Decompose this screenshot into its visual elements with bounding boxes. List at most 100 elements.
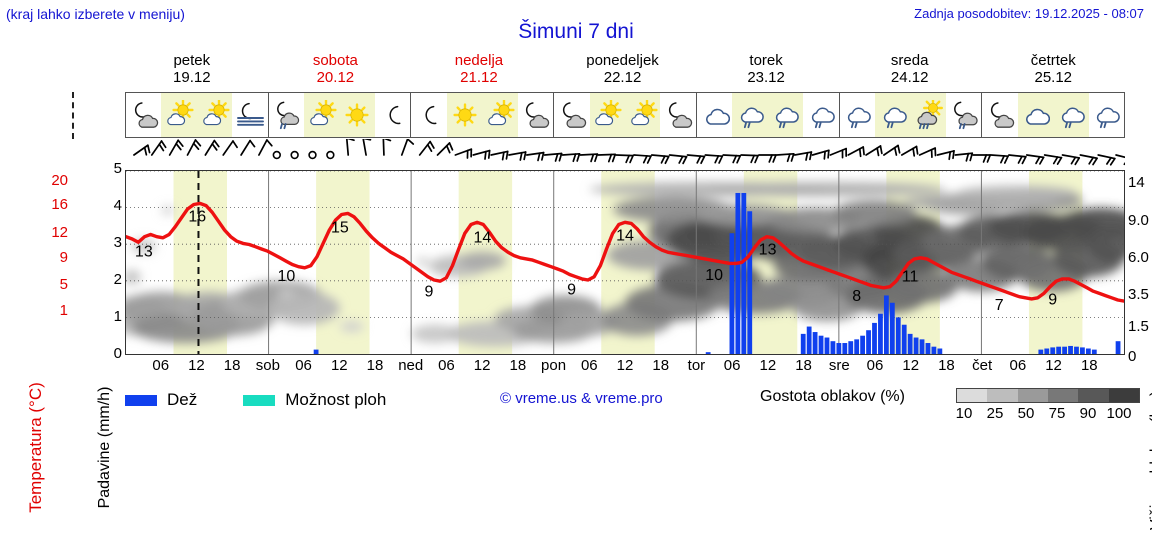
sun-cloud-icon-glyph xyxy=(200,100,230,130)
moon-cloud-icon-glyph xyxy=(985,100,1015,130)
moon-cloud-icon xyxy=(126,93,161,137)
cloud-rain-icon xyxy=(732,93,767,137)
cloud-icon xyxy=(1018,93,1053,137)
cloud-icon-glyph xyxy=(1020,100,1050,130)
time-tick-label: 18 xyxy=(510,357,527,374)
cloud-rain-icon-glyph xyxy=(842,100,872,130)
temperature-tick: 5 xyxy=(60,276,68,293)
sun-icon xyxy=(340,93,375,137)
temperature-axis-title: Temperatura (°C) xyxy=(4,170,32,355)
rain-legend-swatch xyxy=(125,395,157,406)
sun-cloud-icon xyxy=(304,93,339,137)
time-tick-label: 12 xyxy=(188,357,205,374)
temperature-tick: 1 xyxy=(60,302,68,319)
precipitation-tick: 2 xyxy=(114,271,122,288)
cloud-rain-icon xyxy=(1053,93,1088,137)
current-time-marker xyxy=(72,92,74,139)
cloud-rain-icon xyxy=(803,93,838,137)
time-tick-label: 18 xyxy=(224,357,241,374)
time-tick-label: ned xyxy=(398,357,423,374)
sun-cloud-icon-glyph xyxy=(628,100,658,130)
cloud-density-step xyxy=(1078,389,1108,402)
cloud-rain-icon xyxy=(875,93,910,137)
temperature-value-label: 9 xyxy=(425,284,434,301)
cloud-icon-glyph xyxy=(700,100,730,130)
moon-icon xyxy=(411,93,446,137)
temperature-value-label: 11 xyxy=(902,268,919,285)
icon-day-group xyxy=(697,93,840,137)
temperature-tick: 16 xyxy=(51,196,68,213)
sun-cloud-icon xyxy=(590,93,625,137)
cloud-rain-icon xyxy=(1089,93,1124,137)
time-tick-label: 18 xyxy=(1081,357,1098,374)
day-name: ponedeljek xyxy=(551,52,695,69)
cloud-rain-icon xyxy=(840,93,875,137)
moon-cloud-icon-glyph xyxy=(129,100,159,130)
cloud-rain-icon-glyph xyxy=(1091,100,1121,130)
temperature-tick: 20 xyxy=(51,172,68,189)
moon-icon xyxy=(375,93,410,137)
moon-cloud-icon xyxy=(554,93,589,137)
cloud-icon xyxy=(697,93,732,137)
shower-legend-swatch xyxy=(243,395,275,406)
cloud-density-colorbar xyxy=(956,388,1140,403)
icon-day-group xyxy=(554,93,697,137)
rain-legend-label: Dež xyxy=(167,390,197,410)
moon-icon-glyph xyxy=(378,100,408,130)
sun-icon-glyph xyxy=(342,100,372,130)
shower-legend-label: Možnost ploh xyxy=(285,390,386,410)
moon-cloud-icon-glyph xyxy=(520,100,550,130)
sun-cloud-icon-glyph xyxy=(307,100,337,130)
day-date: 22.12 xyxy=(551,69,695,86)
sun-cloud-icon xyxy=(625,93,660,137)
temperature-value-label: 9 xyxy=(1048,292,1057,309)
sun-cloud-icon xyxy=(161,93,196,137)
cloud-density-legend-title: Gostota oblakov (%) xyxy=(760,388,905,406)
cloud-density-step xyxy=(957,389,987,402)
sun-cloud-icon-glyph xyxy=(592,100,622,130)
cloud-density-step-label: 100 xyxy=(1106,405,1131,422)
temperature-value-label: 8 xyxy=(852,288,861,305)
cloud-rain-icon xyxy=(768,93,803,137)
moon-cloud-rain-icon-glyph xyxy=(949,100,979,130)
day-date: 25.12 xyxy=(981,69,1125,86)
day-name: sreda xyxy=(838,52,982,69)
moon-fog-icon xyxy=(232,93,267,137)
precipitation-axis-title: Padavine (mm/h) xyxy=(76,170,102,355)
temperature-value-label: 13 xyxy=(759,242,777,259)
copyright-label: © vreme.us & vreme.pro xyxy=(500,390,663,407)
cloud-density-step xyxy=(1048,389,1078,402)
day-date: 23.12 xyxy=(694,69,838,86)
temperature-value-label: 14 xyxy=(474,230,492,247)
cloud-density-step-label: 10 xyxy=(956,405,973,422)
moon-cloud-drizzle-icon xyxy=(269,93,304,137)
moon-cloud-rain-icon xyxy=(946,93,981,137)
cloud-rain-icon-glyph xyxy=(735,100,765,130)
cloud-density-step-label: 25 xyxy=(987,405,1004,422)
time-tick-label: 06 xyxy=(1010,357,1027,374)
sun-cloud-icon xyxy=(197,93,232,137)
temperature-tick: 12 xyxy=(51,224,68,241)
time-tick-label: čet xyxy=(972,357,992,374)
cloud-density-field xyxy=(126,182,1124,347)
wind-barb-strip xyxy=(125,139,1125,169)
temperature-value-label: 16 xyxy=(188,208,206,225)
precipitation-tick: 0 xyxy=(114,345,122,362)
time-tick-label: 12 xyxy=(760,357,777,374)
cloud-density-step xyxy=(1109,389,1139,402)
cloud-density-step-label: 90 xyxy=(1080,405,1097,422)
precipitation-tick: 4 xyxy=(114,197,122,214)
temperature-axis-title-text: Temperatura (°C) xyxy=(26,355,46,540)
